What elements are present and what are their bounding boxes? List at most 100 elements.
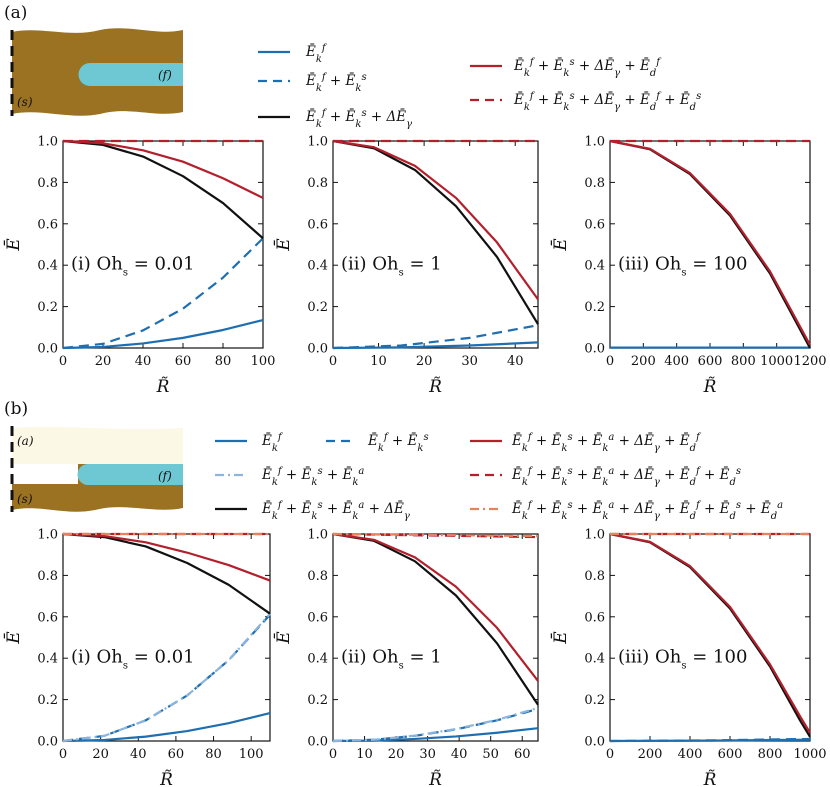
series-line-4 [332,532,539,682]
series-line-1 [332,324,539,350]
series-line-2 [332,706,539,743]
y-tick-label: 1.0 [37,135,58,150]
x-tick-label: 100 [239,747,264,762]
inset-a-label-s: (s) [17,95,33,109]
y-tick-label: 0.6 [584,217,605,232]
series-line-2 [62,612,271,743]
x-tick-label: 60 [175,354,192,369]
y-tick-label: 0.4 [307,259,328,274]
y-tick-label: 0.4 [37,652,58,667]
y-tick-label: 0.8 [37,569,58,584]
x-tick-label: 10 [370,354,387,369]
y-axis-label: Ē [3,238,24,252]
plot-frame [609,533,811,742]
x-tick-label: 0 [606,747,614,762]
x-tick-label: 200 [638,747,663,762]
series-line-1 [609,737,811,743]
x-tick-label: 60 [168,747,185,762]
panel-label-a: (a) [4,3,27,23]
y-tick-label: 0.4 [37,259,58,274]
y-tick-label: 0.6 [37,217,58,232]
x-tick-label: 40 [507,354,524,369]
x-tick-label: 0 [59,354,67,369]
panel-annotation: (ii) Ohs = 1 [341,646,442,671]
inset-b: (a) (f) (s) [10,426,183,512]
x-tick-label: 0 [329,747,337,762]
legend-a: Ēkf Ēkf + Ēks Ēkf + Ēks + ΔĒγ Ēkf + Ēks … [258,43,701,130]
y-tick-label: 0.4 [584,652,605,667]
series-line-1 [332,707,539,743]
legend-b-label-3: Ēkf + Ēks + Ēka + ΔĒγ [261,500,410,522]
plot-frame [332,140,539,349]
y-tick-label: 0.6 [307,610,328,625]
y-tick-label: 0.0 [307,342,328,357]
legend-a-label-1: Ēkf + Ēks [305,72,367,94]
x-tick-label: 30 [419,747,436,762]
series-line-0 [332,341,539,350]
chart-a-iii: 0 200 400 600 800 1000 1200 0.0 0.2 0.4 0.6 0.8 1.0 R… [550,135,827,398]
legend-a-label-4: Ēkf + Ēks + ΔĒγ + Ēdf + Ēds [513,91,701,113]
y-tick-label: 0.2 [37,300,58,315]
y-tick-label: 0.8 [584,569,605,584]
x-tick-label: 600 [698,354,723,369]
y-tick-label: 0.0 [584,342,605,357]
x-tick-label: 200 [631,354,656,369]
x-tick-label: 1000 [760,354,793,369]
y-tick-label: 1.0 [307,528,328,543]
chart-b-ii: 0 10 20 30 40 50 60 0.0 0.2 0.4 0.6 0.8 1.0 R̃ Ē (ii) O… [273,528,539,787]
x-tick-label: 800 [731,354,756,369]
x-tick-label: 600 [718,747,743,762]
x-tick-label: 10 [356,747,373,762]
series-line-3 [332,532,539,706]
inset-a: (f) (s) [10,28,183,116]
x-tick-label: 20 [95,354,112,369]
x-tick-label: 1000 [793,747,826,762]
x-tick-label: 50 [482,747,499,762]
y-tick-label: 0.8 [37,176,58,191]
x-tick-label: 20 [92,747,109,762]
x-axis-label: R̃ [156,377,170,397]
x-tick-label: 40 [451,747,468,762]
panel-annotation: (i) Ohs = 0.01 [71,646,195,671]
chart-b-iii: 0 200 400 600 800 1000 0.0 0.2 0.4 0.6 0.8 1.0 R̃ Ē (i… [550,528,827,787]
inset-b-label-f: (f) [158,469,172,483]
x-tick-label: 1200 [793,354,826,369]
y-axis-label: Ē [3,631,24,645]
legend-a-label-0: Ēkf [305,43,328,65]
y-tick-label: 1.0 [584,135,605,150]
legend-b-label-6: Ēkf + Ēks + Ēka + ΔĒγ + Ēdf + Ēds + Ēda [511,500,783,522]
plot-frame [62,533,271,742]
inset-a-label-f: (f) [158,68,172,82]
y-tick-label: 0.2 [37,693,58,708]
legend-a-label-3: Ēkf + Ēks + ΔĒγ + Ēdf [513,57,662,79]
y-tick-label: 0.0 [584,735,605,750]
x-tick-label: 30 [461,354,478,369]
panel-annotation: (i) Ohs = 0.01 [71,253,195,278]
y-tick-label: 1.0 [584,528,605,543]
series-line-2 [609,532,811,738]
legend-b-label-5: Ēkf + Ēks + Ēka + ΔĒγ + Ēdf + Ēds [511,466,741,488]
x-tick-label: 0 [329,354,337,369]
legend-b-label-4: Ēkf + Ēks + Ēka + ΔĒγ + Ēdf [511,432,702,454]
y-tick-label: 0.4 [307,652,328,667]
y-tick-label: 0.6 [307,217,328,232]
x-tick-label: 80 [215,354,232,369]
panel-annotation: (iii) Ohs = 100 [618,253,747,278]
series-line-3 [609,532,811,734]
x-tick-label: 40 [130,747,147,762]
series-line-6 [332,532,539,538]
panel-annotation: (ii) Ohs = 1 [341,253,442,278]
y-tick-label: 0.0 [37,342,58,357]
chart-a-i: 0 20 40 60 80 100 0.0 0.2 0.4 0.6 0.8 1.0 R̃ Ē (i) Ohs… [3,135,275,398]
inset-a-fluid [78,63,183,86]
inset-b-label-a: (a) [17,434,34,448]
chart-b-i: 0 20 40 60 80 100 0.0 0.2 0.4 0.6 0.8 1.0 R̃ Ē (i) Ohs… [3,528,271,787]
legend-b-label-2: Ēkf + Ēks + Ēka [261,466,364,488]
x-axis-label: R̃ [703,377,717,397]
x-tick-label: 40 [135,354,152,369]
y-tick-label: 0.8 [307,569,328,584]
x-tick-label: 20 [416,354,433,369]
y-axis-label: Ē [273,631,294,645]
x-tick-label: 80 [205,747,222,762]
